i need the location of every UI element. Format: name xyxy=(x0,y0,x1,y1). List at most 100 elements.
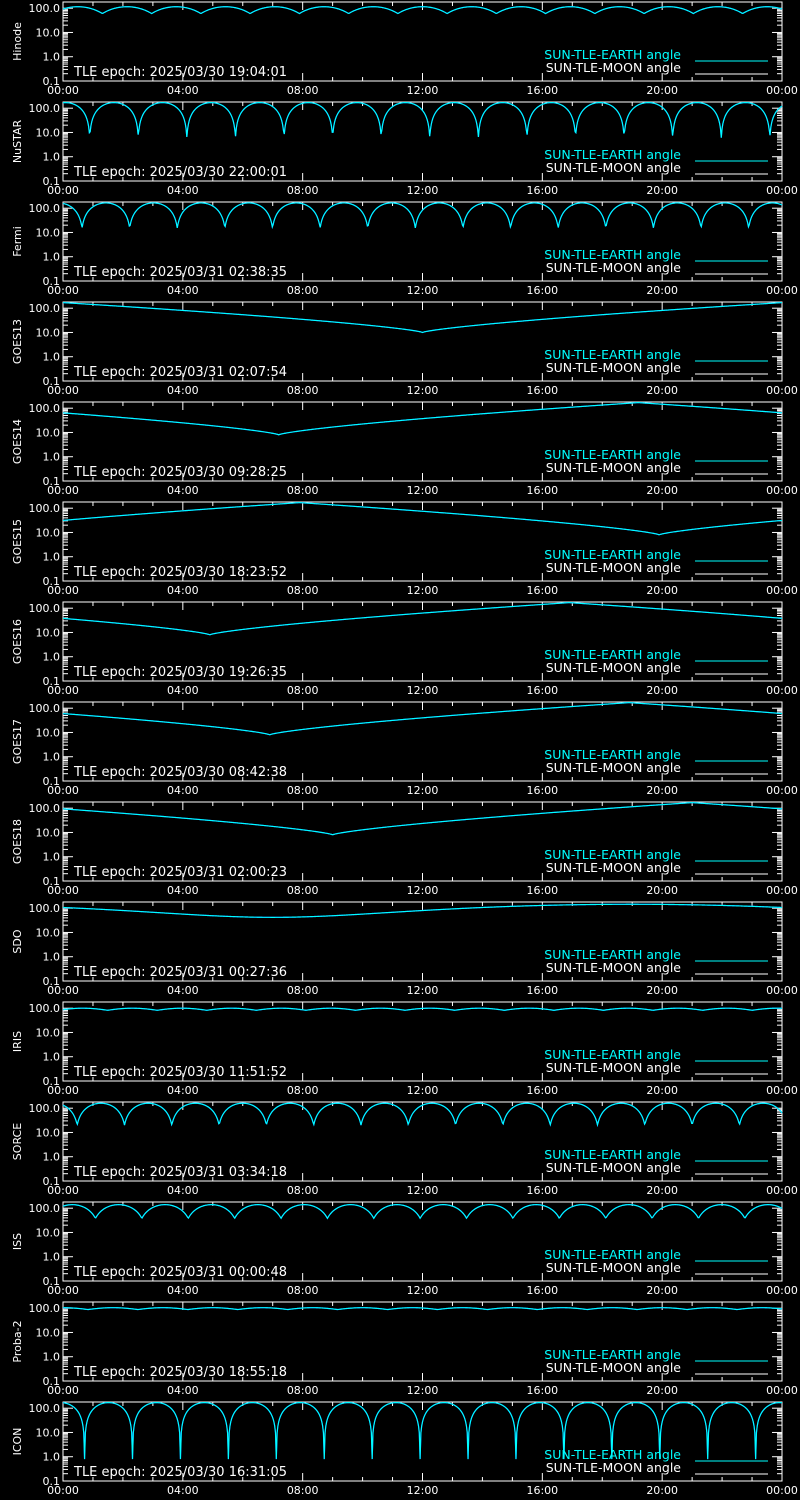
chart-panel-goes17: 100.0 10.0 1.0 0.1 00:00 04:00 08:00 12:00 16:00… xyxy=(0,700,800,800)
chart-svg: 100.010.01.00.100:00 04:00 08:00 12:00 16:00… xyxy=(11,1001,798,1097)
x-tick-label: 04:00 xyxy=(167,184,199,197)
legend-label: SUN-TLE-MOON angle xyxy=(546,360,682,375)
x-tick-label: 00:00 xyxy=(766,684,798,697)
x-tick-label: 12:00 xyxy=(407,1284,439,1297)
y-tick-label: 0.1 xyxy=(43,1075,61,1088)
satellite-name: Hinode xyxy=(11,22,24,61)
x-tick-label: 08:00 xyxy=(287,1384,319,1397)
y-tick-label: 0.1 xyxy=(43,1275,61,1288)
tle-epoch-text: TLE epoch: 2025/03/31 00:27:36 xyxy=(73,965,287,980)
x-tick-label: 00:00 xyxy=(766,1184,798,1197)
x-tick-label: 16:00 xyxy=(526,1184,558,1197)
x-tick-label: 20:00 xyxy=(646,1384,678,1397)
x-tick-label: 00:00 xyxy=(47,984,79,997)
x-tick-label: 00:00 xyxy=(766,984,798,997)
legend-label: SUN-TLE-EARTH angle xyxy=(544,247,681,262)
legend-label: SUN-TLE-EARTH angle xyxy=(544,447,681,462)
y-tick-label: 10.0 xyxy=(36,1026,61,1039)
legend-label: SUN-TLE-MOON angle xyxy=(546,1360,682,1375)
x-tick-label: 12:00 xyxy=(407,1484,439,1497)
x-tick-label: 00:00 xyxy=(766,284,798,297)
x-tick-label: 20:00 xyxy=(646,1184,678,1197)
tle-epoch-text: TLE epoch: 2025/03/30 19:04:01 xyxy=(73,65,287,80)
y-tick-label: 10.0 xyxy=(36,1426,61,1439)
x-tick-label: 00:00 xyxy=(766,1284,798,1297)
x-tick-label: 20:00 xyxy=(646,784,678,797)
x-tick-label: 20:00 xyxy=(646,484,678,497)
x-tick-label: 16:00 xyxy=(526,584,558,597)
x-tick-label: 00:00 xyxy=(47,1184,79,1197)
y-tick-label: 1.0 xyxy=(43,351,61,364)
chart-panel-hinode: 100.0 10.0 1.0 0.1 00:00 04:00 08:00 12:00 16:00… xyxy=(0,0,800,100)
x-tick-label: 12:00 xyxy=(407,1384,439,1397)
x-tick-label: 16:00 xyxy=(526,984,558,997)
y-tick-label: 1.0 xyxy=(43,451,61,464)
x-tick-label: 08:00 xyxy=(287,984,319,997)
y-tick-label: 1.0 xyxy=(43,1251,61,1264)
x-tick-label: 20:00 xyxy=(646,184,678,197)
x-tick-label: 16:00 xyxy=(526,1284,558,1297)
series-line-sun-tle-earth xyxy=(62,502,783,536)
legend-label: SUN-TLE-EARTH angle xyxy=(544,547,681,562)
tle-epoch-text: TLE epoch: 2025/03/30 11:51:52 xyxy=(73,1065,287,1080)
y-tick-label: 10.0 xyxy=(36,26,61,39)
y-tick-label: 100.0 xyxy=(29,502,61,515)
tle-epoch-text: TLE epoch: 2025/03/31 02:07:54 xyxy=(73,365,287,380)
x-tick-label: 00:00 xyxy=(47,284,79,297)
x-tick-label: 08:00 xyxy=(287,684,319,697)
chart-panel-icon: 100.0 10.0 1.0 0.1 00:00 04:00 08:00 12:00 16:00… xyxy=(0,1400,800,1500)
x-tick-label: 20:00 xyxy=(646,1084,678,1097)
x-tick-label: 16:00 xyxy=(526,484,558,497)
x-tick-label: 00:00 xyxy=(47,484,79,497)
y-tick-label: 1.0 xyxy=(43,1051,61,1064)
y-tick-label: 100.0 xyxy=(29,302,61,315)
x-tick-label: 04:00 xyxy=(167,284,199,297)
x-tick-label: 04:00 xyxy=(167,1284,199,1297)
x-tick-label: 00:00 xyxy=(47,84,79,97)
y-tick-label: 0.1 xyxy=(43,75,61,88)
tle-epoch-text: TLE epoch: 2025/03/31 03:34:18 xyxy=(73,1165,287,1180)
x-tick-label: 00:00 xyxy=(766,784,798,797)
chart-panel-goes16: 100.0 10.0 1.0 0.1 00:00 04:00 08:00 12:00 16:00… xyxy=(0,600,800,700)
x-tick-label: 04:00 xyxy=(167,484,199,497)
series-line-sun-tle-earth xyxy=(62,202,783,230)
y-tick-label: 1.0 xyxy=(43,651,61,664)
x-tick-label: 08:00 xyxy=(287,184,319,197)
x-tick-label: 04:00 xyxy=(167,984,199,997)
tle-epoch-text: TLE epoch: 2025/03/30 22:00:01 xyxy=(73,165,287,180)
legend-label: SUN-TLE-EARTH angle xyxy=(544,1047,681,1062)
chart-panel-fermi: 100.0 10.0 1.0 0.1 00:00 04:00 08:00 12:00 16:00… xyxy=(0,200,800,300)
y-tick-label: 1.0 xyxy=(43,51,61,64)
x-tick-label: 04:00 xyxy=(167,84,199,97)
x-tick-label: 00:00 xyxy=(47,684,79,697)
y-tick-label: 10.0 xyxy=(36,926,61,939)
tle-epoch-text: TLE epoch: 2025/03/30 16:31:05 xyxy=(73,1465,287,1480)
satellite-name: NuSTAR xyxy=(11,120,24,164)
y-tick-label: 100.0 xyxy=(29,1102,61,1115)
y-tick-label: 0.1 xyxy=(43,775,61,788)
y-tick-label: 1.0 xyxy=(43,251,61,264)
legend-label: SUN-TLE-EARTH angle xyxy=(544,1347,681,1362)
x-tick-label: 04:00 xyxy=(167,1484,199,1497)
satellite-name: ISS xyxy=(11,1233,24,1250)
series-line-sun-tle-earth xyxy=(62,802,783,836)
tle-epoch-text: TLE epoch: 2025/03/30 18:55:18 xyxy=(73,1365,287,1380)
chart-panel-goes13: 100.0 10.0 1.0 0.1 00:00 04:00 08:00 12:00 16:00… xyxy=(0,300,800,400)
x-tick-label: 08:00 xyxy=(287,484,319,497)
satellite-name: GOES16 xyxy=(11,619,24,664)
x-tick-label: 16:00 xyxy=(526,884,558,897)
x-tick-label: 00:00 xyxy=(766,484,798,497)
x-tick-label: 08:00 xyxy=(287,584,319,597)
series-line-sun-tle-earth xyxy=(62,401,783,436)
tle-epoch-text: TLE epoch: 2025/03/31 02:38:35 xyxy=(73,265,287,280)
x-tick-label: 04:00 xyxy=(167,884,199,897)
legend-label: SUN-TLE-MOON angle xyxy=(546,160,682,175)
series-line-sun-tle-earth xyxy=(62,1102,783,1128)
series-line-sun-tle-earth xyxy=(62,1204,783,1220)
y-tick-label: 10.0 xyxy=(36,726,61,739)
series-line-sun-tle-earth xyxy=(62,702,783,736)
legend-label: SUN-TLE-MOON angle xyxy=(546,560,682,575)
y-tick-label: 10.0 xyxy=(36,1226,61,1239)
satellite-name: SORCE xyxy=(11,1123,24,1160)
satellite-name: IRIS xyxy=(11,1031,24,1052)
